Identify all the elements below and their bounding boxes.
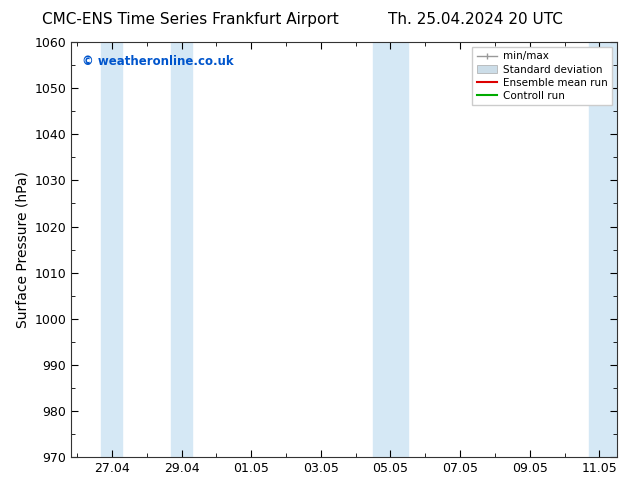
Text: © weatheronline.co.uk: © weatheronline.co.uk bbox=[82, 54, 234, 68]
Legend: min/max, Standard deviation, Ensemble mean run, Controll run: min/max, Standard deviation, Ensemble me… bbox=[472, 47, 612, 105]
Text: CMC-ENS Time Series Frankfurt Airport: CMC-ENS Time Series Frankfurt Airport bbox=[42, 12, 339, 27]
Bar bbox=[589, 42, 617, 457]
Bar bbox=[101, 42, 122, 457]
Bar bbox=[391, 42, 408, 457]
Y-axis label: Surface Pressure (hPa): Surface Pressure (hPa) bbox=[15, 171, 29, 328]
Bar bbox=[171, 42, 192, 457]
Bar bbox=[373, 42, 391, 457]
Text: Th. 25.04.2024 20 UTC: Th. 25.04.2024 20 UTC bbox=[388, 12, 563, 27]
